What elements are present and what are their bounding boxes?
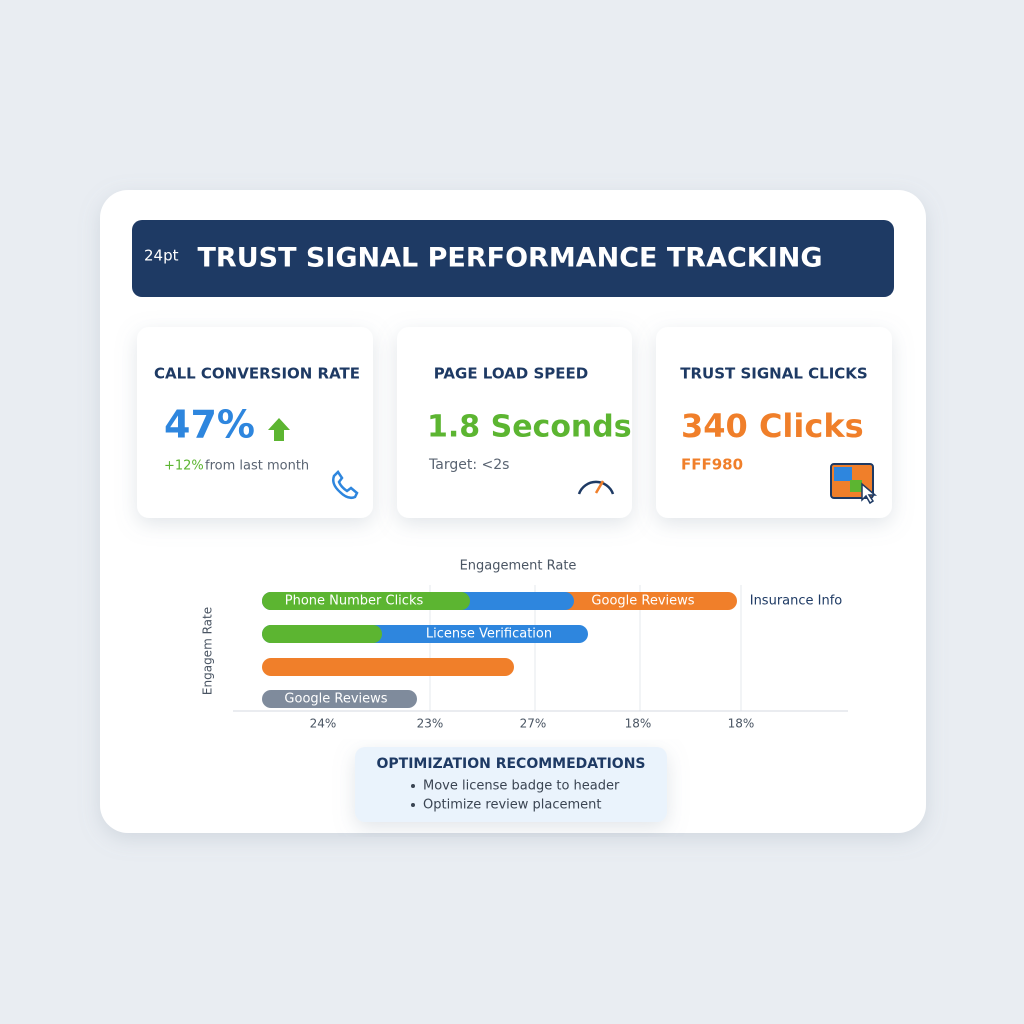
header-title: TRUST SIGNAL PERFORMANCE TRACKING bbox=[197, 243, 822, 274]
card-note: from last month bbox=[205, 459, 309, 474]
bar-label: Google Reviews bbox=[284, 692, 387, 707]
recommendation-item: Move license badge to header bbox=[423, 779, 620, 794]
card: CALL CONVERSION RATE 47% +12% from last … bbox=[137, 327, 373, 518]
x-tick-label: 24% bbox=[310, 717, 337, 731]
gauge-icon bbox=[577, 480, 615, 495]
recommendations: OPTIMIZATION RECOMMEDATIONS Move license… bbox=[355, 747, 667, 822]
header-bar bbox=[132, 220, 894, 297]
bar-label: Google Reviews bbox=[591, 594, 694, 609]
y-axis-label: Engagem Rate bbox=[201, 607, 215, 695]
x-tick-label: 23% bbox=[417, 717, 444, 731]
heatmap-cell bbox=[834, 467, 852, 481]
card: TRUST SIGNAL CLICKS 340 Clicks FFF980 bbox=[656, 327, 892, 518]
heatmap-cell bbox=[850, 480, 862, 492]
x-tick-label: 18% bbox=[728, 717, 755, 731]
card-value: 340 Clicks bbox=[681, 407, 864, 445]
card-label: CALL CONVERSION RATE bbox=[154, 365, 360, 383]
up-arrow-icon bbox=[268, 418, 290, 441]
bullet bbox=[411, 803, 415, 807]
card: PAGE LOAD SPEED 1.8 Seconds Target: <2s bbox=[397, 327, 632, 518]
bar-segment bbox=[262, 625, 382, 643]
card-note: FFF980 bbox=[681, 456, 743, 474]
recommendations-title: OPTIMIZATION RECOMMEDATIONS bbox=[377, 756, 646, 772]
size-note: 24pt bbox=[144, 247, 179, 265]
gauge-needle bbox=[594, 480, 605, 494]
phone-icon bbox=[332, 470, 359, 500]
bar-label: Insurance Info bbox=[750, 594, 843, 609]
card-value: 47% bbox=[164, 403, 255, 447]
chart-title: Engagement Rate bbox=[460, 559, 577, 574]
bar-label: License Verification bbox=[426, 627, 552, 642]
bar-segment bbox=[262, 658, 514, 676]
engagement-chart: Engagement Rate Engagem Rate Phone Numbe… bbox=[201, 559, 848, 731]
x-tick-label: 18% bbox=[625, 717, 652, 731]
bar-label: Phone Number Clicks bbox=[285, 594, 424, 609]
card-value: 1.8 Seconds bbox=[427, 410, 632, 445]
recommendations-box bbox=[355, 747, 667, 822]
bar-segment bbox=[262, 592, 470, 610]
card-change: +12% bbox=[164, 459, 204, 474]
x-tick-label: 27% bbox=[520, 717, 547, 731]
card-bg bbox=[137, 327, 373, 518]
card-label: TRUST SIGNAL CLICKS bbox=[680, 365, 867, 383]
card-note: Target: <2s bbox=[428, 457, 509, 473]
cursor-icon bbox=[861, 482, 878, 505]
card-bg bbox=[397, 327, 632, 518]
bullet bbox=[411, 784, 415, 788]
card-label: PAGE LOAD SPEED bbox=[434, 365, 588, 383]
bar-segment bbox=[262, 690, 417, 708]
recommendation-item: Optimize review placement bbox=[423, 798, 602, 813]
